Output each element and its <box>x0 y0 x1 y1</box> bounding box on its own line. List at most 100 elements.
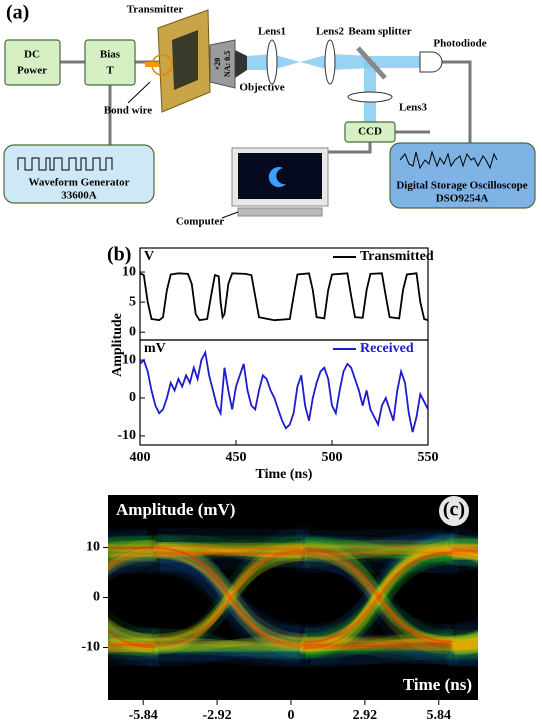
eye-trace <box>108 549 154 572</box>
eye-trace <box>108 549 154 557</box>
eye-background <box>108 495 478 700</box>
eye-trace <box>108 625 157 655</box>
eye-trace <box>154 545 303 562</box>
eye-trace <box>450 630 478 646</box>
eye-trace <box>301 639 450 648</box>
eye-trace <box>451 550 478 559</box>
eye-trace <box>302 549 451 557</box>
eye-trace <box>157 644 306 652</box>
eye-trace <box>108 637 153 650</box>
label: DSO9254A <box>436 193 489 205</box>
eye-trace <box>304 647 453 652</box>
label: 33600A <box>61 190 97 202</box>
unit-label: mV <box>144 341 166 356</box>
eye-trace <box>448 642 478 650</box>
eye-trace <box>155 641 304 654</box>
bias-t-box <box>84 39 136 86</box>
eye-trace <box>448 547 478 561</box>
eye-trace <box>450 534 478 547</box>
eye-trace <box>449 635 478 652</box>
eye-trace <box>149 636 298 667</box>
eye-trace <box>155 547 304 647</box>
eye-trace <box>300 547 449 645</box>
eye-trace <box>108 551 158 562</box>
panel-badge <box>439 496 469 526</box>
y-tick-label: 0 <box>129 390 136 405</box>
eye-trace <box>305 554 454 644</box>
eye-trace <box>303 543 452 567</box>
eye-trace <box>304 552 453 649</box>
eye-trace <box>155 546 304 643</box>
eye-trace <box>108 636 148 654</box>
eye-trace <box>108 534 156 548</box>
eye-trace <box>153 643 302 652</box>
eye-trace <box>449 549 478 558</box>
eye-trace <box>160 544 310 660</box>
eye-trace <box>108 529 148 546</box>
eye-trace <box>152 535 302 649</box>
eye-trace <box>445 648 478 661</box>
x-tick-label: 2.92 <box>353 708 378 721</box>
eye-trace <box>108 539 157 551</box>
eye-trace <box>108 646 154 652</box>
eye-trace <box>447 552 478 569</box>
eye-trace <box>156 637 305 654</box>
eye-trace <box>446 538 478 551</box>
eye-traces <box>108 526 478 668</box>
series-line <box>139 349 429 433</box>
eye-trace <box>448 646 478 652</box>
eye-trace <box>108 645 157 653</box>
eye-trace <box>108 627 159 659</box>
eye-trace <box>451 550 478 553</box>
eye-trace <box>304 552 453 640</box>
eye-trace <box>302 550 451 554</box>
eye-trace <box>154 534 303 554</box>
eye-trace <box>303 543 452 552</box>
eye-trace <box>157 546 306 557</box>
eye-trace <box>108 641 158 646</box>
objective-tip <box>235 50 247 78</box>
eye-trace <box>300 639 449 647</box>
eye-trace <box>108 553 156 577</box>
eye-trace <box>108 626 157 644</box>
eye-trace <box>445 542 478 561</box>
eye-trace <box>301 537 450 564</box>
y-tick-label: 10 <box>122 352 136 367</box>
eye-trace <box>302 642 451 650</box>
eye-trace <box>108 540 158 550</box>
noisy-wave <box>399 150 498 170</box>
eye-trace <box>108 616 158 642</box>
label: Photodiode <box>433 38 486 50</box>
eye-trace <box>446 649 478 666</box>
eye-trace <box>108 544 154 573</box>
eye-trace <box>445 631 478 650</box>
eye-trace <box>108 630 155 651</box>
eye-trace <box>156 547 305 646</box>
eye-trace <box>156 541 305 555</box>
eye-trace <box>108 554 151 575</box>
eye-trace <box>448 552 478 562</box>
eye-trace <box>448 629 478 642</box>
eye-trace <box>302 548 451 642</box>
eye-trace <box>305 541 454 644</box>
eye-trace <box>304 539 453 648</box>
eye-trace <box>452 644 478 649</box>
eye-trace <box>305 637 454 644</box>
eye-trace <box>155 542 304 549</box>
eye-trace <box>108 622 155 647</box>
eye-trace <box>154 544 303 558</box>
eye-trace <box>448 539 478 547</box>
eye-trace <box>108 640 157 653</box>
eye-trace <box>304 551 453 645</box>
eye-trace <box>153 545 302 559</box>
y-tick-label: -10 <box>117 428 136 443</box>
eye-trace <box>451 642 478 647</box>
eye-trace <box>302 552 452 641</box>
eye-trace <box>305 548 454 660</box>
eye-trace <box>108 535 157 548</box>
unit-label: V <box>144 249 154 264</box>
eye-trace <box>304 551 453 643</box>
eye-trace <box>298 533 448 665</box>
eye-trace <box>108 629 156 649</box>
